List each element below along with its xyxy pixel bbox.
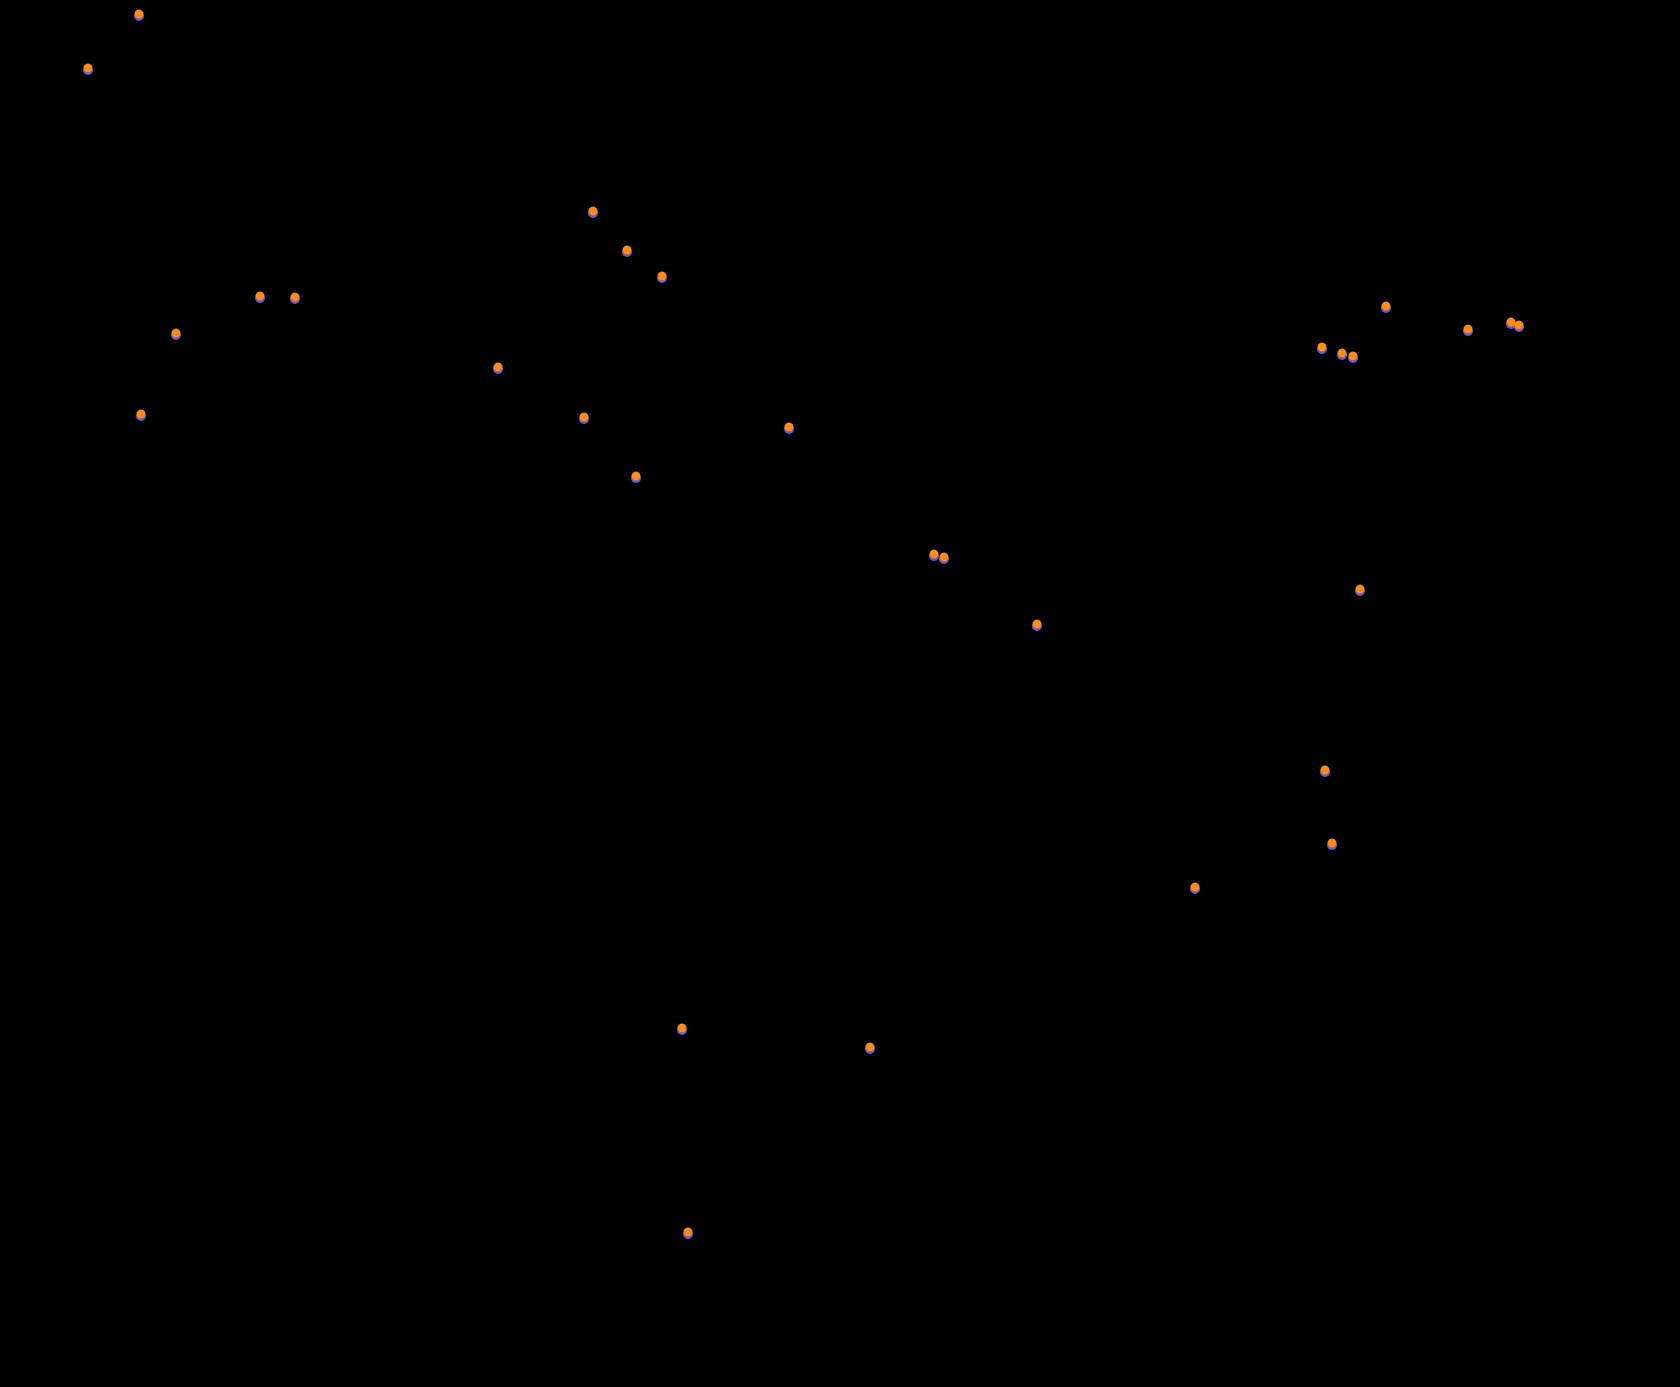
scatter-point	[256, 292, 265, 301]
scatter-point	[1338, 349, 1347, 358]
scatter-point	[580, 413, 589, 422]
scatter-point	[1318, 343, 1327, 352]
scatter-point	[1382, 302, 1391, 311]
scatter-point	[589, 207, 598, 216]
scatter-point	[658, 272, 667, 281]
scatter-point	[623, 246, 632, 255]
scatter-point	[1321, 766, 1330, 775]
scatter-point	[866, 1043, 875, 1052]
scatter-point	[494, 363, 503, 372]
scatter-point	[930, 550, 939, 559]
scatter-point	[1328, 839, 1337, 848]
scatter-point	[172, 329, 181, 338]
scatter-point	[291, 293, 300, 302]
scatter-point	[1191, 883, 1200, 892]
scatter-point	[137, 410, 146, 419]
scatter-point	[684, 1228, 693, 1237]
scatter-point	[785, 423, 794, 432]
scatter-point	[678, 1024, 687, 1033]
scatter-point	[1033, 620, 1042, 629]
scatter-point	[940, 553, 949, 562]
scatter-point	[1507, 318, 1516, 327]
scatter-point	[1356, 585, 1365, 594]
plot-background	[0, 0, 1680, 1387]
scatter-point	[1349, 352, 1358, 361]
scatter-point	[632, 472, 641, 481]
scatter-point	[84, 64, 93, 73]
scatter-point	[1464, 325, 1473, 334]
scatter-point	[135, 10, 144, 19]
scatter-plot	[0, 0, 1680, 1387]
scatter-point	[1515, 321, 1524, 330]
